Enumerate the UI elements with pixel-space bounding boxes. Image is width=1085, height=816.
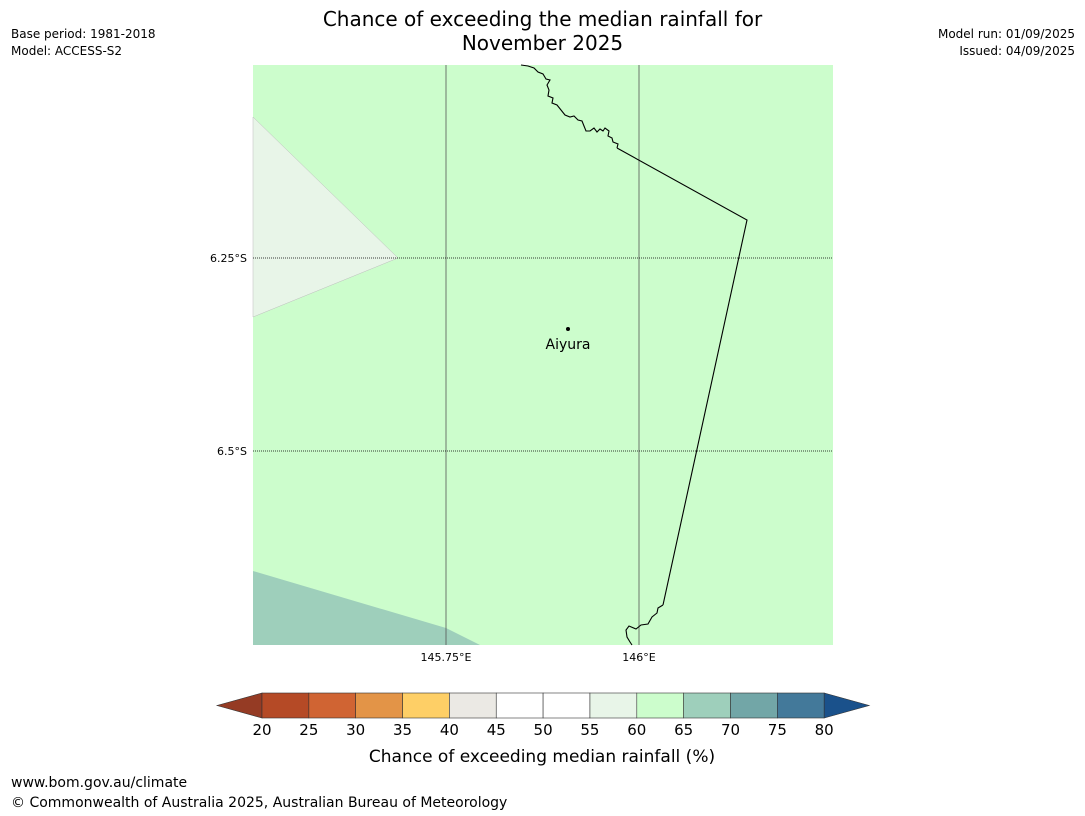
title-line-1: Chance of exceeding the median rainfall … [322, 7, 763, 31]
base-period-text: Base period: 1981-2018 [11, 27, 156, 41]
colorbar-tick-label: 45 [487, 721, 506, 739]
colorbar-bin [355, 692, 403, 719]
map-panel: Aiyura 6.25°S 6.5°S 145.75°E 146°E [210, 64, 833, 664]
lon-label-145-75: 145.75°E [421, 651, 472, 664]
colorbar-tick-label: 80 [815, 721, 834, 739]
colorbar-tick-label: 30 [346, 721, 365, 739]
legend-title: Chance of exceeding median rainfall (%) [369, 747, 715, 767]
colorbar-tick-label: 60 [627, 721, 646, 739]
colorbar-extend-high [823, 692, 871, 719]
colorbar-tick-label: 20 [252, 721, 271, 739]
colorbar-bin [542, 692, 591, 719]
colorbar-tick-label: 25 [299, 721, 318, 739]
lat-label-6-5: 6.5°S [217, 445, 247, 458]
colorbar-bin [730, 692, 778, 719]
colorbar-legend: 20 25 30 35 40 45 50 55 60 65 70 75 80 [215, 692, 871, 739]
footer-url: www.bom.gov.au/climate [11, 775, 188, 791]
colorbar-bin [449, 692, 497, 719]
colorbar-bin [495, 692, 544, 719]
issued-text: Issued: 04/09/2025 [959, 44, 1075, 58]
map-title: Chance of exceeding the median rainfall … [0, 7, 1085, 55]
colorbar-extend-low [215, 692, 263, 719]
coastline-south [625, 604, 664, 646]
colorbar-tick-label: 65 [674, 721, 693, 739]
colorbar-bin [636, 692, 684, 719]
title-line-2: November 2025 [461, 31, 624, 55]
map-background [253, 65, 833, 645]
region-55-60-percent [252, 116, 399, 318]
colorbar-tick-label: 55 [580, 721, 599, 739]
coastline [520, 64, 619, 149]
model-run-text: Model run: 01/09/2025 [937, 27, 1075, 41]
footer-copyright: © Commonwealth of Australia 2025, Austra… [11, 795, 508, 811]
colorbar-bin [589, 692, 638, 719]
lat-label-6-25: 6.25°S [210, 252, 247, 265]
lon-label-146: 146°E [622, 651, 655, 664]
colorbar-tick-label: 75 [768, 721, 787, 739]
colorbar-bin [308, 692, 357, 719]
colorbar-tick-label: 50 [534, 721, 553, 739]
colorbar-tick-label: 35 [393, 721, 412, 739]
metadata-left: Base period: 1981-2018 Model: ACCESS-S2 [11, 26, 156, 60]
colorbar-tick-label: 70 [721, 721, 740, 739]
region-65-70-percent [253, 571, 480, 645]
colorbar-bin [777, 692, 825, 719]
colorbar-bin [683, 692, 731, 719]
metadata-right: Model run: 01/09/2025 Issued: 04/09/2025 [938, 26, 1075, 60]
colorbar-bin [402, 692, 450, 719]
border-line [616, 147, 748, 606]
colorbar-tick-label: 40 [440, 721, 459, 739]
aiyura-label: Aiyura [546, 337, 591, 353]
colorbar-bin [261, 692, 310, 719]
model-text: Model: ACCESS-S2 [11, 44, 123, 58]
aiyura-marker [566, 327, 570, 331]
